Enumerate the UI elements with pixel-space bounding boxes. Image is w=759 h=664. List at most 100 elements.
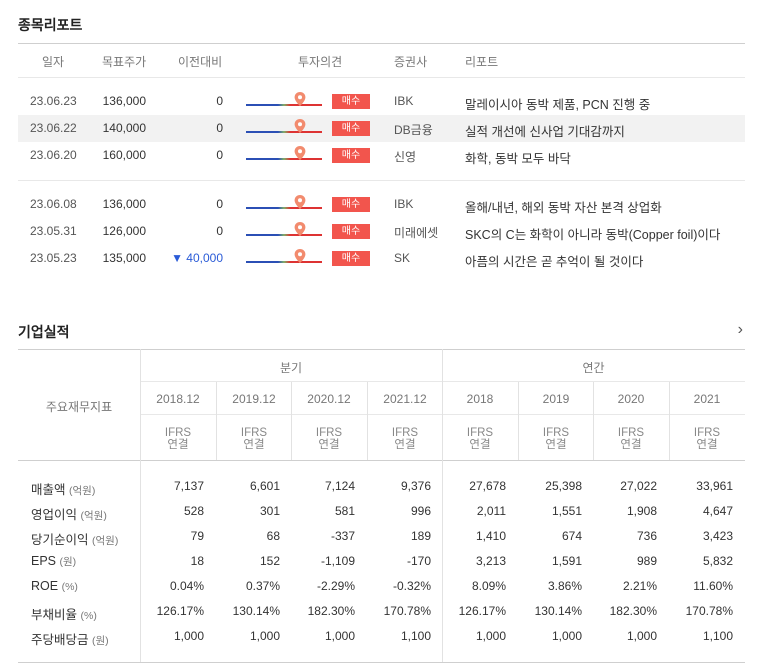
opinion-gauge xyxy=(246,92,322,112)
opinion-gauge xyxy=(246,195,322,215)
metric-value: -0.32% xyxy=(392,579,431,593)
report-prev-diff: 0 xyxy=(216,121,223,135)
ifrs-badge: IFRS 연결 xyxy=(442,427,518,451)
metric-value: 33,961 xyxy=(696,479,733,493)
consolidated-label: 연결 xyxy=(243,439,265,451)
metric-name: 영업이익 xyxy=(31,508,78,522)
ifrs-label: IFRS xyxy=(315,427,343,439)
metric-unit: (%) xyxy=(80,610,97,622)
column-divider xyxy=(518,382,519,460)
metric-value: -337 xyxy=(330,529,355,543)
metric-name: 부채비율 xyxy=(31,608,78,622)
consolidated-label: 연결 xyxy=(696,439,718,451)
location-pin-icon xyxy=(294,195,306,209)
report-title-link[interactable]: 말레이시아 동박 제품, PCN 진행 중 xyxy=(465,98,651,112)
metric-value: 301 xyxy=(259,504,280,518)
opinion-badge: 매수 xyxy=(332,197,370,212)
report-broker: IBK xyxy=(394,94,414,108)
financials-header-divider xyxy=(18,460,745,461)
period-header: 2019.12 xyxy=(232,392,276,406)
metric-value: 79 xyxy=(190,529,204,543)
report-date: 23.06.22 xyxy=(30,121,77,135)
report-row[interactable]: 23.06.22 140,000 0 매수 DB금융 실적 개선에 신사업 기대감까지 xyxy=(18,115,745,142)
metric-value: 7,137 xyxy=(173,479,204,493)
opinion-badge: 매수 xyxy=(332,121,370,136)
metric-name: 주당배당금 xyxy=(31,633,89,647)
ifrs-badge: IFRS 연결 xyxy=(518,427,594,451)
report-row[interactable]: 23.06.08 136,000 0 매수 IBK 올해/내년, 해외 동박 자산 본격 … xyxy=(18,191,745,218)
metric-value: 1,000 xyxy=(324,629,355,643)
metric-value: 1,410 xyxy=(475,529,506,543)
report-target-price: 160,000 xyxy=(102,148,146,162)
metric-value: 130.14% xyxy=(534,604,582,618)
report-prev-diff: 0 xyxy=(216,148,223,162)
report-target-price: 136,000 xyxy=(102,197,146,211)
metric-name: EPS xyxy=(31,554,57,568)
report-date: 23.06.08 xyxy=(30,197,77,211)
chevron-right-icon[interactable]: › xyxy=(737,321,743,338)
opinion-badge: 매수 xyxy=(332,251,370,266)
location-pin-icon xyxy=(294,249,306,263)
report-row[interactable]: 23.05.31 126,000 0 매수 미래에셋 SKC의 C는 화학이 아니라 동박… xyxy=(18,218,745,245)
report-date: 23.05.23 xyxy=(30,251,77,265)
report-prev-diff: 0 xyxy=(216,94,223,108)
period-header: 2018.12 xyxy=(156,392,200,406)
ifrs-badge: IFRS 연결 xyxy=(291,427,367,451)
opinion-gauge xyxy=(246,222,322,242)
report-row[interactable]: 23.06.23 136,000 0 매수 IBK 말레이시아 동박 제품, PCN 진행… xyxy=(18,88,745,115)
report-title-link[interactable]: 화학, 동박 모두 바닥 xyxy=(465,152,571,166)
report-row[interactable]: 23.05.23 135,000 ▼ 40,000 매수 SK 아픔의 시간은 곧 추억이… xyxy=(18,245,745,272)
metric-value: 1,100 xyxy=(702,629,733,643)
report-title-link[interactable]: 실적 개선에 신사업 기대감까지 xyxy=(465,125,625,139)
metric-value: 152 xyxy=(259,554,280,568)
metric-value: 1,000 xyxy=(475,629,506,643)
financials-section-title: 기업실적 xyxy=(18,324,70,340)
report-broker: IBK xyxy=(394,197,414,211)
metric-value: 7,124 xyxy=(324,479,355,493)
metric-value: 1,000 xyxy=(249,629,280,643)
metric-value: 182.30% xyxy=(609,604,657,618)
report-title-link[interactable]: 아픔의 시간은 곧 추억이 될 것이다 xyxy=(465,255,644,269)
metric-name: ROE xyxy=(31,579,59,593)
metric-value: 2,011 xyxy=(476,504,506,518)
metric-value: 1,000 xyxy=(173,629,204,643)
metric-label: 매출액 (억원) xyxy=(31,479,95,498)
report-date: 23.06.23 xyxy=(30,94,77,108)
metric-label: 부채비율 (%) xyxy=(31,604,97,623)
opinion-badge: 매수 xyxy=(332,148,370,163)
report-title-link[interactable]: 올해/내년, 해외 동박 자산 본격 상업화 xyxy=(465,201,662,215)
metric-value: 68 xyxy=(266,529,280,543)
ifrs-badge: IFRS 연결 xyxy=(367,427,443,451)
metric-value: 736 xyxy=(636,529,657,543)
metric-value: -1,109 xyxy=(320,554,355,568)
metric-label: ROE (%) xyxy=(31,579,78,593)
report-target-price: 140,000 xyxy=(102,121,146,135)
col-header-opinion: 투자의견 xyxy=(298,55,343,69)
metric-value: 3.86% xyxy=(547,579,582,593)
report-prev-diff: 0 xyxy=(216,197,223,211)
metric-label: EPS (원) xyxy=(31,554,76,569)
metric-value: 11.60% xyxy=(693,579,733,593)
metric-value: 126.17% xyxy=(156,604,204,618)
metric-value: 18 xyxy=(190,554,204,568)
consolidated-label: 연결 xyxy=(620,439,642,451)
row-header-label: 주요재무지표 xyxy=(45,400,113,414)
report-broker: 신영 xyxy=(394,150,417,164)
report-broker: SK xyxy=(394,251,411,265)
period-header: 2021 xyxy=(693,392,721,406)
column-divider xyxy=(367,382,368,460)
metric-value: 1,100 xyxy=(400,629,431,643)
report-target-price: 126,000 xyxy=(102,224,146,238)
ifrs-label: IFRS xyxy=(466,427,494,439)
consolidated-label: 연결 xyxy=(318,439,340,451)
metric-value: 674 xyxy=(561,529,582,543)
location-pin-icon xyxy=(294,92,306,106)
report-broker: 미래에셋 xyxy=(394,226,439,240)
metric-value: 25,398 xyxy=(545,479,582,493)
report-broker: DB금융 xyxy=(394,123,433,137)
report-row[interactable]: 23.06.20 160,000 0 매수 신영 화학, 동박 모두 바닥 xyxy=(18,142,745,169)
metric-unit: (억원) xyxy=(69,485,96,497)
metric-unit: (원) xyxy=(92,635,109,647)
report-title-link[interactable]: SKC의 C는 화학이 아니라 동박(Copper foil)이다 xyxy=(465,228,721,242)
opinion-gauge xyxy=(246,249,322,269)
